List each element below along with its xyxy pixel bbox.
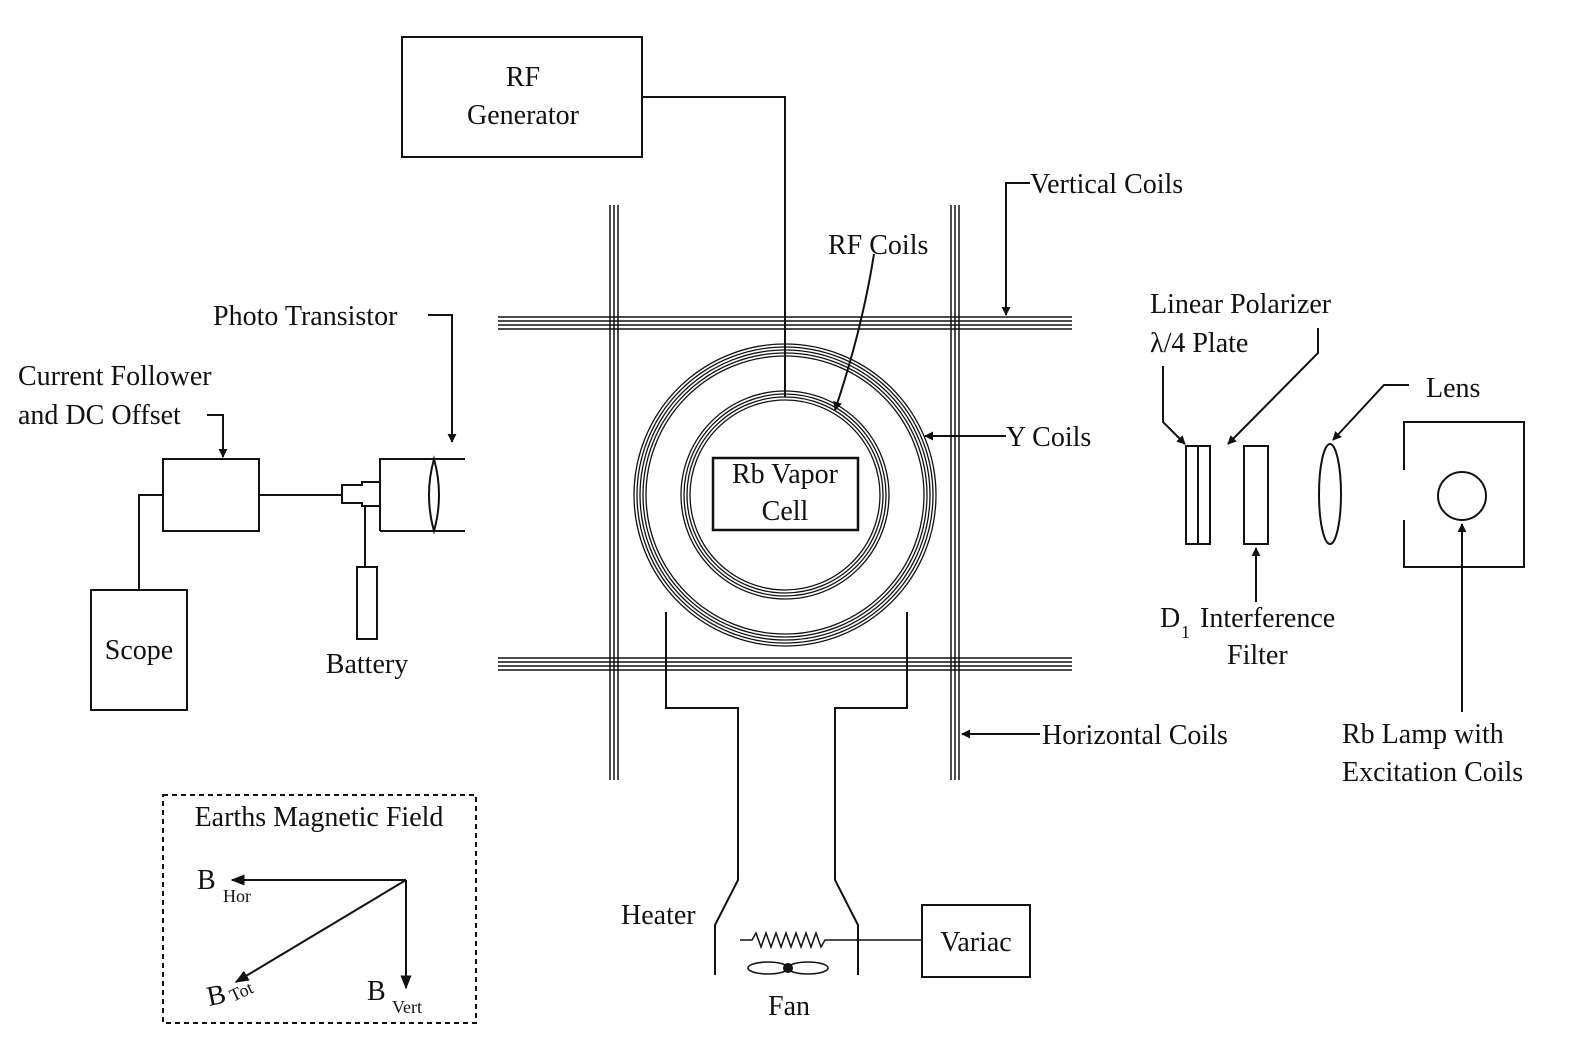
rb-lamp-bulb bbox=[1437, 471, 1487, 521]
quarter-wave-plate-element bbox=[1197, 445, 1211, 545]
d1-subscript: 1 bbox=[1181, 622, 1190, 642]
interference-filter-label-line1: Interference bbox=[1200, 603, 1335, 634]
y-coils bbox=[633, 343, 937, 647]
rb-lamp-housing bbox=[1403, 421, 1525, 568]
heater-duct-left bbox=[665, 612, 739, 975]
photo-transistor-arrow bbox=[428, 314, 457, 443]
vertical-coils-label: Vertical Coils bbox=[1030, 169, 1183, 200]
photo-transistor-label: Photo Transistor bbox=[213, 301, 398, 332]
current-follower-label-line1: Current Follower bbox=[18, 361, 212, 392]
battery-box bbox=[356, 566, 378, 640]
rb-lamp-label-line1: Rb Lamp with bbox=[1342, 719, 1504, 750]
earth-field-box bbox=[162, 794, 477, 1024]
lens-label: Lens bbox=[1426, 373, 1480, 404]
current-follower-box bbox=[162, 458, 260, 532]
vertical-coil-bundle-right bbox=[950, 205, 960, 780]
lens-arrow bbox=[1332, 384, 1409, 441]
battery-label: Battery bbox=[326, 649, 408, 680]
linear-polarizer-arrow bbox=[1162, 366, 1186, 445]
b-tot-subscript: Tot bbox=[226, 977, 256, 1005]
quarter-wave-plate-arrow bbox=[1227, 328, 1319, 445]
rf-coils-label: RF Coils bbox=[828, 230, 928, 261]
current-follower-arrow bbox=[207, 414, 228, 458]
fan-icon bbox=[747, 961, 829, 975]
heater-duct-right bbox=[834, 612, 908, 975]
linear-polarizer-label: Linear Polarizer bbox=[1150, 289, 1332, 320]
rb-vapor-cell-box bbox=[711, 456, 860, 532]
horizontal-coils-label: Horizontal Coils bbox=[1042, 720, 1228, 751]
vertical-coil-bundle-left bbox=[609, 205, 619, 780]
y-coils-label: Y Coils bbox=[1006, 422, 1091, 453]
quarter-wave-plate-label: λ/4 Plate bbox=[1150, 328, 1248, 359]
horizontal-coil-bundle-bottom bbox=[498, 657, 1072, 671]
rb-vapor-cell-label-line2: Cell bbox=[762, 496, 809, 527]
earth-field-title: Earths Magnetic Field bbox=[195, 802, 444, 833]
heater-resistor bbox=[740, 930, 922, 950]
rf-coils-arrow bbox=[833, 253, 875, 411]
rf-generator-label-line1: RF bbox=[506, 62, 540, 93]
photo-transistor-lens bbox=[428, 455, 440, 535]
rb-lamp-label-line2: Excitation Coils bbox=[1342, 757, 1523, 788]
d1-label: D bbox=[1160, 603, 1180, 634]
horizontal-coil-bundle-top bbox=[498, 316, 1072, 330]
rb-vapor-cell-label-line1: Rb Vapor bbox=[732, 459, 839, 490]
linear-polarizer-element bbox=[1185, 445, 1199, 545]
b-hor-label: B bbox=[197, 865, 216, 896]
heater-label: Heater bbox=[621, 900, 696, 931]
vertical-coils-arrow bbox=[1001, 182, 1030, 316]
b-tot-label: B bbox=[204, 979, 229, 1013]
variac-label: Variac bbox=[940, 927, 1012, 958]
interference-filter-label-line2: Filter bbox=[1227, 640, 1288, 671]
interference-filter-element bbox=[1243, 445, 1269, 545]
rf-generator-label-line2: Generator bbox=[467, 100, 580, 131]
variac-box bbox=[921, 904, 1031, 978]
lens-element bbox=[1318, 443, 1342, 545]
scope-wire bbox=[138, 494, 163, 590]
b-vert-subscript: Vert bbox=[392, 997, 422, 1017]
fan-label: Fan bbox=[768, 991, 810, 1022]
rf-coils bbox=[680, 390, 890, 600]
current-follower-label-line2: and DC Offset bbox=[18, 400, 181, 431]
rf-generator-wire bbox=[642, 96, 786, 397]
scope-label: Scope bbox=[105, 635, 173, 666]
b-vert-label: B bbox=[367, 976, 386, 1007]
b-hor-subscript: Hor bbox=[223, 886, 251, 906]
rf-generator-box bbox=[401, 36, 643, 158]
b-tot-vector bbox=[234, 879, 407, 983]
photo-transistor-body bbox=[341, 458, 465, 531]
